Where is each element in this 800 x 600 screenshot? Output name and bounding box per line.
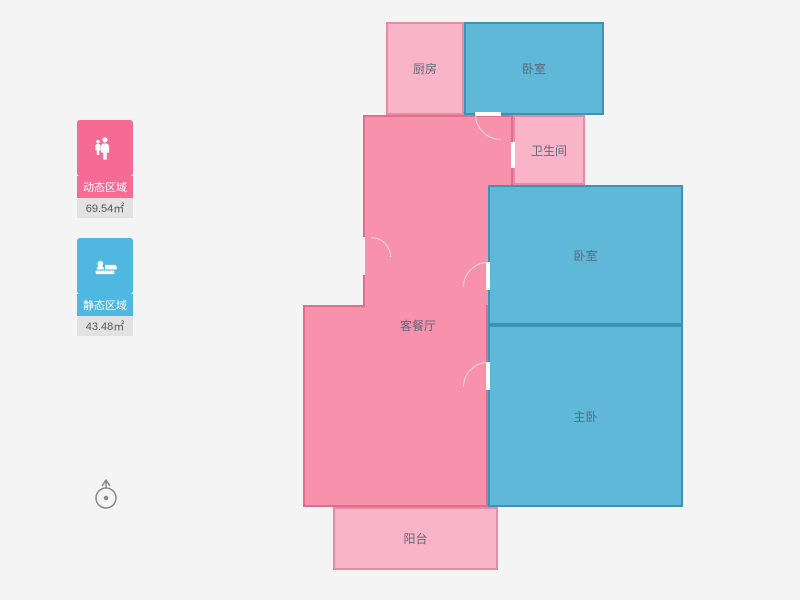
room-bedroom1-label: 卧室 xyxy=(522,60,546,77)
legend: 动态区域 69.54㎡ 静态区域 43.48㎡ xyxy=(70,120,140,356)
room-living-lower: 客餐厅 xyxy=(303,305,488,507)
room-bedroom1: 卧室 xyxy=(464,22,604,115)
compass-icon xyxy=(90,478,122,510)
room-kitchen-label: 厨房 xyxy=(413,60,437,77)
room-bedroom2-label: 卧室 xyxy=(573,247,597,264)
legend-dynamic: 动态区域 69.54㎡ xyxy=(70,120,140,218)
people-icon xyxy=(91,134,119,162)
room-master-label: 主卧 xyxy=(573,408,597,425)
legend-static-swatch xyxy=(77,238,133,294)
room-kitchen: 厨房 xyxy=(386,22,464,115)
sleep-icon xyxy=(91,252,119,280)
floorplan: 客餐厅 厨房 卧室 卫生间 卧室 主卧 阳台 xyxy=(303,22,683,590)
room-bathroom-label: 卫生间 xyxy=(531,142,567,159)
room-master: 主卧 xyxy=(488,325,683,507)
door-entry xyxy=(361,237,365,275)
room-bedroom2: 卧室 xyxy=(488,185,683,325)
room-bathroom: 卫生间 xyxy=(513,115,585,185)
legend-dynamic-value: 69.54㎡ xyxy=(77,198,133,218)
room-balcony: 阳台 xyxy=(333,507,498,570)
seam-patch xyxy=(365,302,486,310)
room-living-label: 客餐厅 xyxy=(400,317,436,334)
room-balcony-label: 阳台 xyxy=(403,530,427,547)
legend-static-label: 静态区域 xyxy=(77,294,133,316)
legend-dynamic-label: 动态区域 xyxy=(77,176,133,198)
legend-dynamic-swatch xyxy=(77,120,133,176)
legend-static-value: 43.48㎡ xyxy=(77,316,133,336)
legend-static: 静态区域 43.48㎡ xyxy=(70,238,140,336)
door-bathroom xyxy=(511,142,515,168)
